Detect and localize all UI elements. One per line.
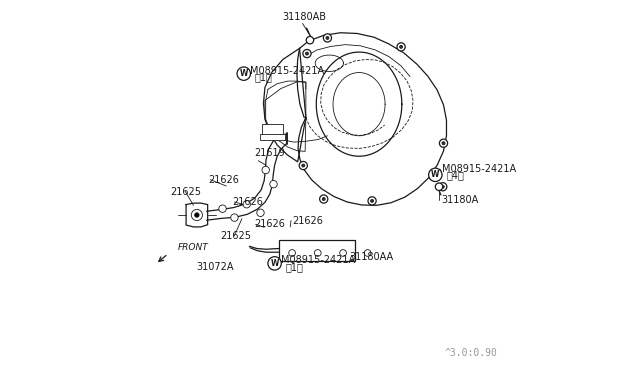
Circle shape (371, 199, 374, 202)
Circle shape (441, 185, 444, 188)
Circle shape (314, 250, 321, 256)
Circle shape (440, 139, 447, 147)
Text: 31180AA: 31180AA (349, 252, 394, 262)
Circle shape (323, 34, 332, 42)
Bar (262, 124, 283, 135)
Text: M08915-2421A: M08915-2421A (281, 256, 355, 265)
Text: FRONT: FRONT (178, 243, 209, 252)
Text: 21625: 21625 (170, 187, 202, 196)
Text: M08915-2421A: M08915-2421A (442, 164, 516, 174)
Circle shape (289, 250, 296, 256)
Circle shape (364, 250, 371, 256)
Circle shape (231, 214, 238, 221)
Text: 31180AB: 31180AB (282, 12, 326, 22)
Text: 21625: 21625 (220, 231, 252, 241)
Text: （1）: （1） (286, 262, 303, 272)
Text: 21626: 21626 (292, 216, 323, 225)
Circle shape (322, 198, 325, 201)
Text: （4）: （4） (447, 171, 465, 180)
Circle shape (442, 142, 445, 145)
Text: 31180A: 31180A (441, 195, 478, 205)
Circle shape (270, 180, 277, 188)
Text: 21626: 21626 (209, 175, 239, 185)
Bar (279, 240, 355, 261)
Circle shape (305, 52, 308, 55)
Circle shape (435, 183, 443, 190)
Circle shape (191, 209, 202, 221)
Circle shape (195, 213, 199, 217)
Circle shape (262, 166, 269, 174)
Text: 21626: 21626 (232, 197, 264, 207)
Circle shape (368, 197, 376, 205)
Circle shape (303, 49, 311, 58)
Text: W: W (431, 170, 440, 179)
Text: 21619: 21619 (254, 148, 285, 158)
Text: （1）: （1） (255, 72, 273, 82)
Circle shape (237, 67, 250, 80)
Text: 31072A: 31072A (196, 262, 234, 272)
Circle shape (429, 168, 442, 182)
Text: ^3.0:0.90: ^3.0:0.90 (445, 348, 498, 358)
Circle shape (319, 195, 328, 203)
Circle shape (299, 161, 307, 170)
Text: W: W (239, 69, 248, 78)
Bar (260, 134, 285, 140)
Text: 21626: 21626 (254, 219, 285, 229)
Circle shape (268, 257, 282, 270)
Text: W: W (271, 259, 279, 267)
Circle shape (340, 250, 346, 256)
Circle shape (438, 183, 447, 191)
Circle shape (306, 36, 314, 44)
Circle shape (399, 45, 403, 48)
Circle shape (397, 43, 405, 51)
Text: M08915-2421A: M08915-2421A (250, 66, 324, 76)
Circle shape (257, 209, 264, 217)
Circle shape (243, 201, 250, 208)
Circle shape (219, 205, 227, 212)
Circle shape (302, 164, 305, 167)
Circle shape (326, 36, 329, 39)
